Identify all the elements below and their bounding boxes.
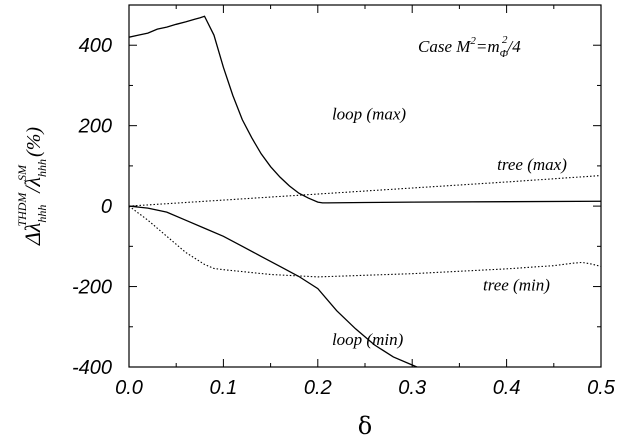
y-tick-label: 400 xyxy=(79,35,112,57)
case-label: Case M2=mΦ2/4 xyxy=(418,34,521,60)
y-tick-labels: -400 -200 0 200 400 xyxy=(72,35,112,379)
plot-frame xyxy=(128,4,602,368)
x-tick-labels: 0.0 0.1 0.2 0.3 0.4 0.5 xyxy=(115,377,616,399)
y-tick-label: 200 xyxy=(78,116,112,138)
series-group xyxy=(129,15,601,367)
series-tree-min xyxy=(129,205,601,278)
annotations: loop (max) tree (max) tree (min) loop (min) xyxy=(332,105,567,349)
y-tick-label: 0 xyxy=(101,196,112,218)
series-label: loop (max) xyxy=(332,105,406,124)
x-tick-label: 0.1 xyxy=(209,377,237,399)
ticks xyxy=(128,4,602,368)
series-loop-max xyxy=(129,15,601,204)
series-loop-min xyxy=(129,205,419,367)
series-label: tree (max) xyxy=(497,155,567,174)
x-tick-label: 0.5 xyxy=(587,377,616,399)
x-tick-label: 0.3 xyxy=(398,377,426,399)
series-label: tree (min) xyxy=(483,276,550,295)
y-axis-title: ΔλhhhTHDM/λhhhSM(%) xyxy=(15,127,49,246)
y-tick-label: -400 xyxy=(72,357,112,379)
x-tick-label: 0.4 xyxy=(493,377,521,399)
x-tick-label: 0.2 xyxy=(304,377,332,399)
x-axis-title: δ xyxy=(358,412,372,440)
x-tick-label: 0.0 xyxy=(115,377,143,399)
series-label: loop (min) xyxy=(332,330,404,349)
y-tick-label: -200 xyxy=(72,277,112,299)
